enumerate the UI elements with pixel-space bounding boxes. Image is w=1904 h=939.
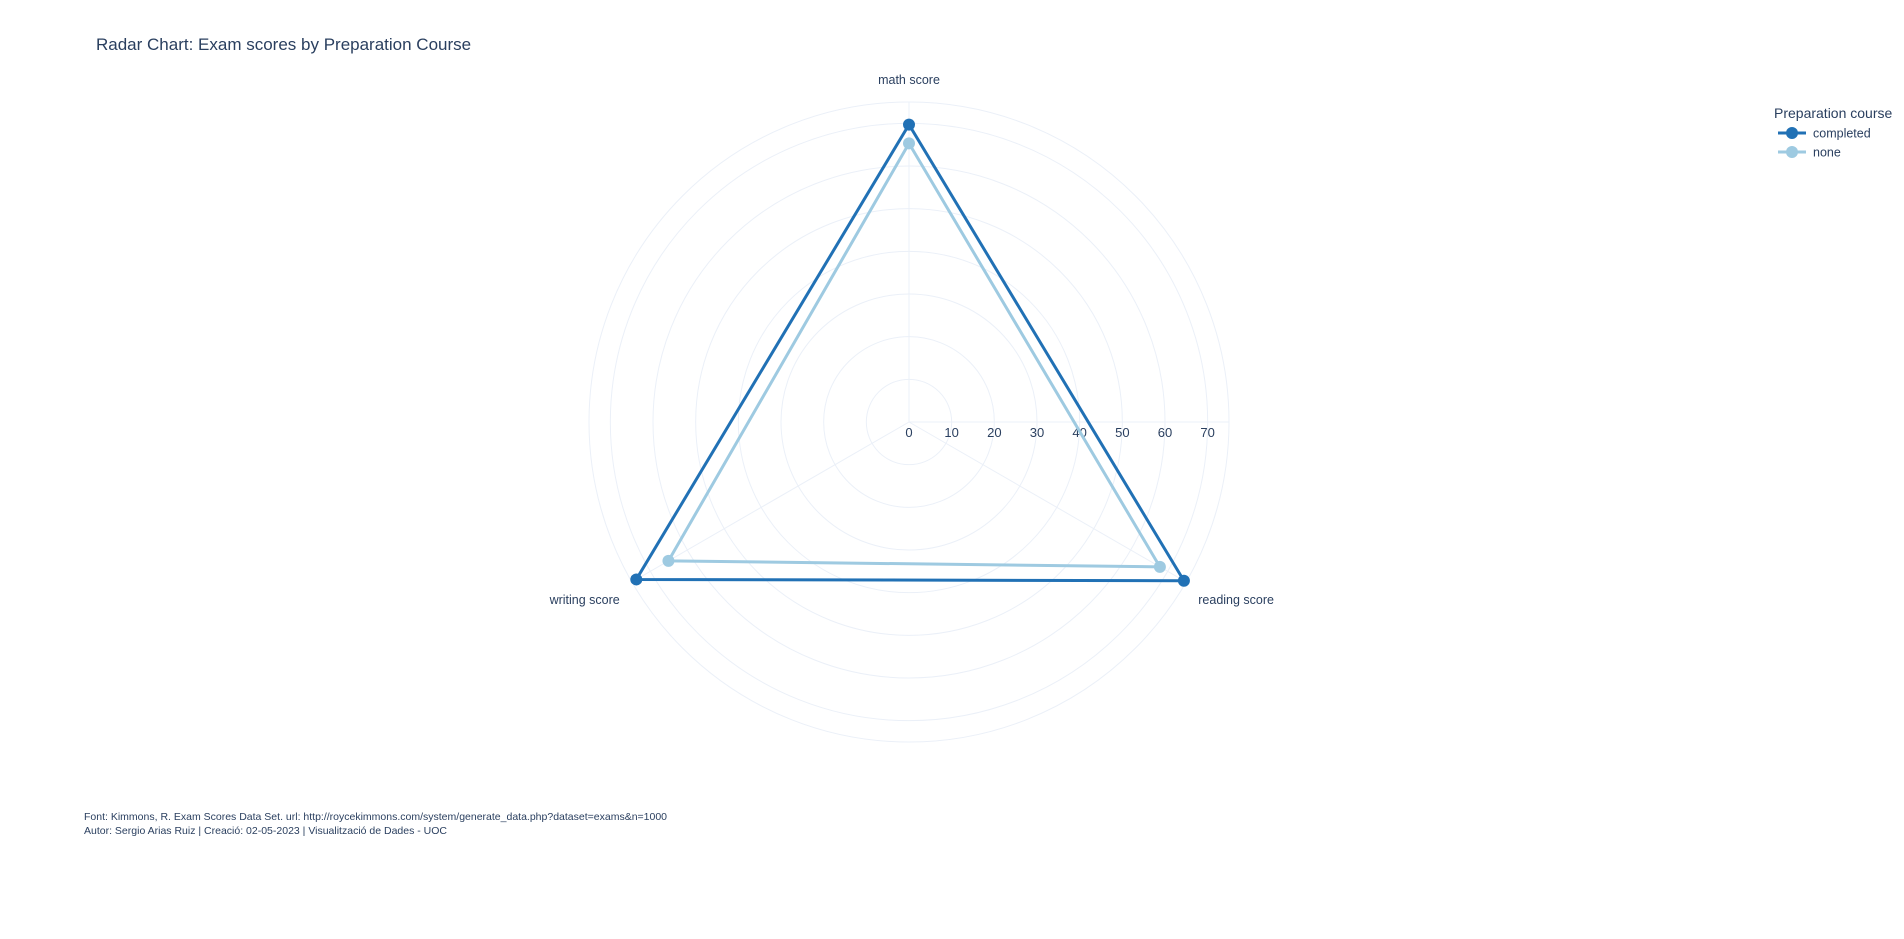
radial-tick-label: 30	[1030, 425, 1044, 440]
legend[interactable]: Preparation course completed none	[1774, 105, 1893, 160]
footnote-author: Autor: Sergio Arias Ruiz | Creació: 02-0…	[84, 825, 447, 837]
radial-tick-label: 0	[905, 425, 912, 440]
radial-tick-label: 10	[944, 425, 958, 440]
footnote: Font: Kimmons, R. Exam Scores Data Set. …	[84, 811, 667, 837]
angular-axis-labels: math score reading score writing score	[549, 73, 1274, 607]
legend-item-none[interactable]: none	[1778, 146, 1841, 160]
polar-grid	[588, 101, 1230, 743]
legend-label: none	[1813, 146, 1841, 160]
legend-title: Preparation course	[1774, 105, 1893, 121]
series-line-none	[666, 141, 1162, 569]
series-group	[630, 118, 1190, 587]
legend-item-completed[interactable]: completed	[1778, 127, 1871, 141]
data-point-completed[interactable]	[1177, 574, 1190, 587]
data-point-none[interactable]	[903, 137, 915, 150]
axis-label-reading-score: reading score	[1198, 593, 1274, 607]
legend-label: completed	[1813, 127, 1871, 141]
radial-tick-label: 70	[1200, 425, 1214, 440]
series-completed[interactable]	[630, 118, 1190, 587]
legend-swatch-marker	[1786, 146, 1798, 158]
series-line-completed	[634, 123, 1186, 583]
axis-label-writing-score: writing score	[549, 593, 620, 607]
grid-spoke	[908, 421, 1187, 583]
series-none[interactable]	[662, 137, 1166, 573]
data-point-completed[interactable]	[903, 118, 915, 131]
data-point-completed[interactable]	[630, 573, 643, 586]
radial-tick-labels: 0 10 20 30 40 50 60 70	[905, 425, 1215, 440]
footnote-source: Font: Kimmons, R. Exam Scores Data Set. …	[84, 811, 667, 823]
data-point-none[interactable]	[662, 554, 675, 567]
grid-spoke	[631, 421, 910, 583]
data-point-none[interactable]	[1153, 560, 1166, 573]
axis-label-math-score: math score	[878, 73, 940, 87]
radial-tick-label: 20	[987, 425, 1001, 440]
radial-tick-label: 60	[1158, 425, 1172, 440]
chart-title: Radar Chart: Exam scores by Preparation …	[96, 35, 471, 54]
radial-tick-label: 50	[1115, 425, 1129, 440]
legend-swatch-marker	[1786, 127, 1798, 139]
